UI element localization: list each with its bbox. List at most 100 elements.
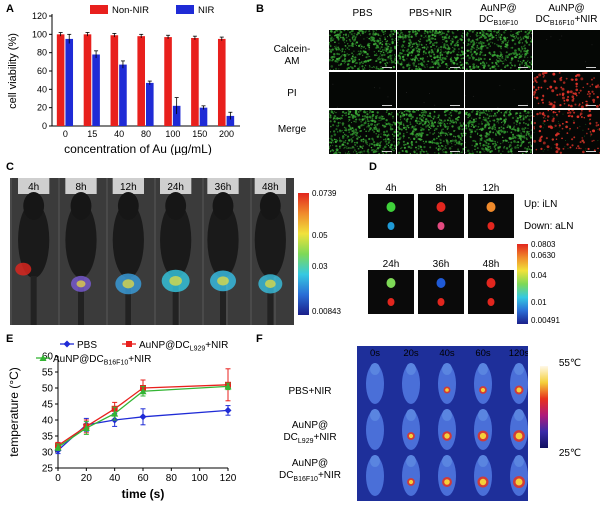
cell-dot-green	[406, 121, 408, 123]
cell-dot-green	[456, 54, 458, 56]
cell-dot-green	[472, 145, 473, 146]
row-label-calcein-am: Calcein-AM	[256, 44, 328, 68]
cell-dot-green	[403, 45, 404, 46]
x-tick-label: 0	[55, 473, 61, 484]
cell-dot-green	[496, 121, 497, 122]
cell-dot-green	[421, 150, 423, 152]
cell-dot-faint	[424, 102, 425, 103]
cell-dot-green	[482, 148, 484, 150]
cell-dot-green	[471, 118, 472, 119]
cell-dot-green	[408, 68, 410, 70]
cell-dot-green	[553, 127, 554, 128]
cell-dot-green	[457, 30, 459, 31]
cell-dot-green	[361, 61, 363, 63]
cell-dot-green	[399, 36, 402, 39]
cell-dot-green	[531, 135, 532, 136]
cell-dot-green	[365, 121, 366, 122]
cell-dot-green	[411, 128, 412, 129]
cell-dot-green	[504, 66, 506, 68]
colorbar-f-min: 25℃	[548, 448, 592, 459]
cell-dot-green	[504, 122, 506, 124]
cell-dot-green	[369, 59, 371, 61]
cell-dot-green	[455, 68, 457, 70]
cell-dot-green	[453, 121, 455, 123]
cell-dot-red	[593, 93, 595, 95]
cell-dot-green	[455, 153, 456, 154]
cell-dot-green	[359, 151, 361, 153]
cell-dot-green	[365, 56, 367, 58]
cell-dot-green	[371, 111, 372, 112]
cell-dot-green	[467, 43, 469, 45]
cell-dot-red	[575, 78, 578, 81]
cell-dot-green	[452, 140, 454, 142]
cell-dot-green	[340, 152, 341, 153]
cell-dot-green	[422, 60, 423, 61]
cell-dot-green	[497, 112, 498, 113]
cell-dot-green	[390, 47, 392, 49]
cell-dot-green	[348, 110, 350, 112]
cell-dot-green	[348, 34, 349, 35]
micrograph-dots	[397, 30, 464, 70]
cell-dot-green	[365, 116, 366, 117]
cell-dot-green	[369, 145, 371, 147]
cell-dot-green	[428, 35, 430, 37]
cell-dot-green	[358, 59, 360, 61]
cell-dot-green	[423, 60, 425, 62]
cell-dot-green	[356, 138, 358, 140]
row-label-aunp-dc-l929: AuNP@DCL929+NIR	[264, 420, 356, 448]
y-tick-label: 40	[37, 84, 47, 94]
cell-dot-green	[330, 138, 332, 140]
cell-dot-green	[416, 110, 417, 111]
cell-dot-green	[526, 134, 528, 136]
cell-dot-green	[499, 36, 501, 38]
cell-dot-green	[487, 121, 489, 123]
cell-dot-faint	[337, 107, 338, 108]
cell-dot-green	[478, 57, 480, 59]
cell-dot-red	[570, 90, 573, 93]
cell-dot-red	[566, 143, 568, 145]
cell-dot-green	[376, 149, 377, 150]
x-tick-label: 15	[87, 129, 97, 139]
cell-dot-green	[516, 135, 517, 136]
cell-dot-green	[377, 147, 379, 149]
cell-dot-faint	[465, 95, 466, 96]
cell-dot-green	[369, 112, 370, 113]
cell-dot-green	[372, 139, 374, 141]
cell-dot-green	[529, 131, 530, 132]
cell-dot-green	[409, 31, 411, 33]
cell-dot-green	[441, 55, 442, 56]
cell-dot-green	[436, 147, 438, 149]
cell-dot-green	[461, 35, 463, 37]
legend-swatch	[90, 5, 108, 14]
x-tick-label: 100	[165, 129, 180, 139]
cell-dot-green	[534, 132, 535, 133]
cell-dot-green	[364, 68, 365, 69]
cell-dot-green	[349, 116, 351, 118]
cell-dot-green	[430, 41, 432, 43]
cell-dot-red	[580, 112, 583, 115]
lymph-node-tile	[368, 194, 414, 238]
cell-dot-green	[375, 116, 378, 119]
cell-dot-green	[342, 135, 345, 138]
cell-dot-green	[481, 45, 483, 47]
cell-dot-green	[479, 114, 481, 116]
cell-dot-green	[440, 55, 441, 56]
cell-dot-green	[341, 145, 342, 146]
cell-dot-red	[567, 96, 569, 98]
cell-dot-green	[461, 47, 463, 49]
cell-dot-faint	[387, 96, 388, 97]
cell-dot-green	[439, 31, 441, 33]
cell-dot-green	[511, 47, 513, 49]
cell-dot-green	[367, 120, 369, 122]
cell-dot-green	[373, 131, 375, 133]
cell-dot-green	[476, 49, 478, 51]
cell-dot-green	[510, 31, 511, 32]
cell-dot-green	[400, 49, 401, 50]
cell-dot-green	[426, 134, 428, 136]
cell-dot-green	[348, 119, 350, 121]
cell-dot-green	[406, 125, 408, 127]
cell-dot-green	[447, 134, 448, 135]
cell-dot-green	[519, 124, 520, 125]
micrograph-dots	[397, 72, 464, 108]
cell-dot-green	[348, 129, 350, 131]
